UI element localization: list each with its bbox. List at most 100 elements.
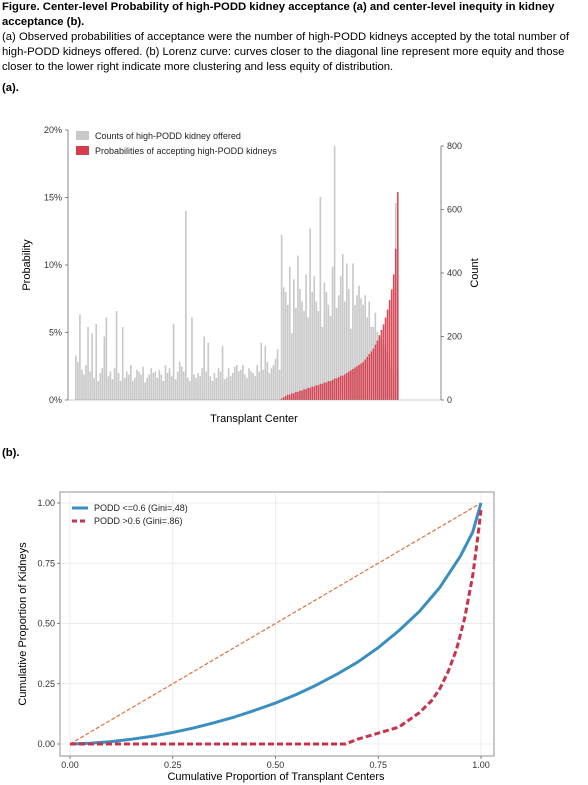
count-bar [254,376,256,400]
count-bar [79,314,81,400]
probability-bar [288,394,291,400]
probability-bar [315,385,318,400]
count-bar [138,371,140,400]
count-bar [323,282,326,400]
probability-bar [337,377,340,400]
count-bar [231,373,234,400]
count-bar [193,374,195,400]
legend-label-probabilities: Probabilities of accepting high-PODD kid… [95,146,277,156]
probability-bar [280,398,283,400]
probability-bar [319,383,322,400]
count-bar [123,377,126,400]
count-bar [150,368,153,400]
count-bar [83,374,85,400]
probability-bar [333,378,336,400]
count-bar [311,292,314,400]
probability-bar [305,389,307,400]
count-bar [317,311,320,400]
y-tick-label: 0.00 [37,739,55,749]
probability-bar [356,366,358,400]
probability-bar [291,393,293,400]
count-bar [209,376,212,400]
probability-bar [335,378,338,400]
count-bar [242,365,244,400]
probability-bar [348,371,350,400]
count-bar [197,373,199,400]
count-bar [199,376,201,400]
count-bar [117,373,120,400]
probability-bar [394,248,397,400]
count-bar [85,365,87,400]
count-bar [307,317,309,400]
count-bar [360,298,362,400]
count-bar [358,285,360,400]
count-bar [295,307,297,400]
probability-bar [331,379,334,400]
count-bar [331,266,334,400]
equality-diagonal [69,502,482,745]
probability-bar [327,381,330,400]
count-bar [113,368,116,400]
count-bar [160,374,163,400]
lorenz-line-high [70,510,483,746]
count-bar [280,234,283,400]
probability-bar [297,391,299,400]
count-bar [286,304,289,400]
probability-bar [339,375,342,400]
count-bar [130,365,132,400]
figure-title: Figure. Center-level Probability of high… [2,1,555,28]
count-bar [136,369,138,400]
count-bar [162,380,165,400]
count-bar [111,379,114,400]
count-bar [154,371,157,400]
count-bar [75,355,77,400]
count-bar [225,377,228,400]
count-bar [335,307,338,400]
count-bar [368,301,371,400]
count-bar [213,373,216,400]
probability-bar [301,390,303,400]
count-bar [207,342,210,400]
count-bar [164,365,167,400]
count-bar [313,276,316,400]
count-bar [343,301,346,400]
probability-bar [368,354,371,400]
count-bar [352,263,354,400]
probability-bar [372,348,375,400]
count-bar [262,369,265,400]
probability-bar [380,329,383,400]
count-bar [284,292,287,400]
count-bar [260,342,263,400]
count-bar [227,368,230,400]
count-bar [201,368,203,400]
count-bar [250,371,252,400]
count-bar [315,301,318,400]
probability-bar [370,351,373,400]
legend-label-low: PODD <=0.6 (Gini=.48) [94,503,188,513]
count-bar [266,361,269,400]
figure-description: (a) Observed probabilities of acceptance… [2,31,570,73]
probability-bar [360,363,362,400]
count-bar [109,371,112,400]
lorenz-chart: 0.00 0.25 0.50 0.75 1.00 0.00 0.25 0.50 0.75 1.0… [17,491,495,783]
count-bar [205,371,208,400]
count-bar [229,376,232,400]
count-bar [364,295,366,400]
probability-bar [329,381,332,400]
right-tick-label: 200 [447,332,462,342]
count-bar [121,326,124,400]
count-bar [299,288,301,401]
count-bar [270,368,273,400]
legend-swatch-counts [76,131,89,140]
probability-bar [317,385,320,400]
count-bar [140,374,142,400]
count-bar [354,304,356,400]
panel-a-label: (a). [2,82,19,94]
count-bar [282,287,285,400]
count-bar [272,365,275,400]
count-bar [339,276,342,400]
legend-label-counts: Counts of high-PODD kidney offered [95,131,241,141]
y-axis-title-b: Cumulative Proportion of Kidneys [17,542,29,706]
count-bar [329,315,332,400]
